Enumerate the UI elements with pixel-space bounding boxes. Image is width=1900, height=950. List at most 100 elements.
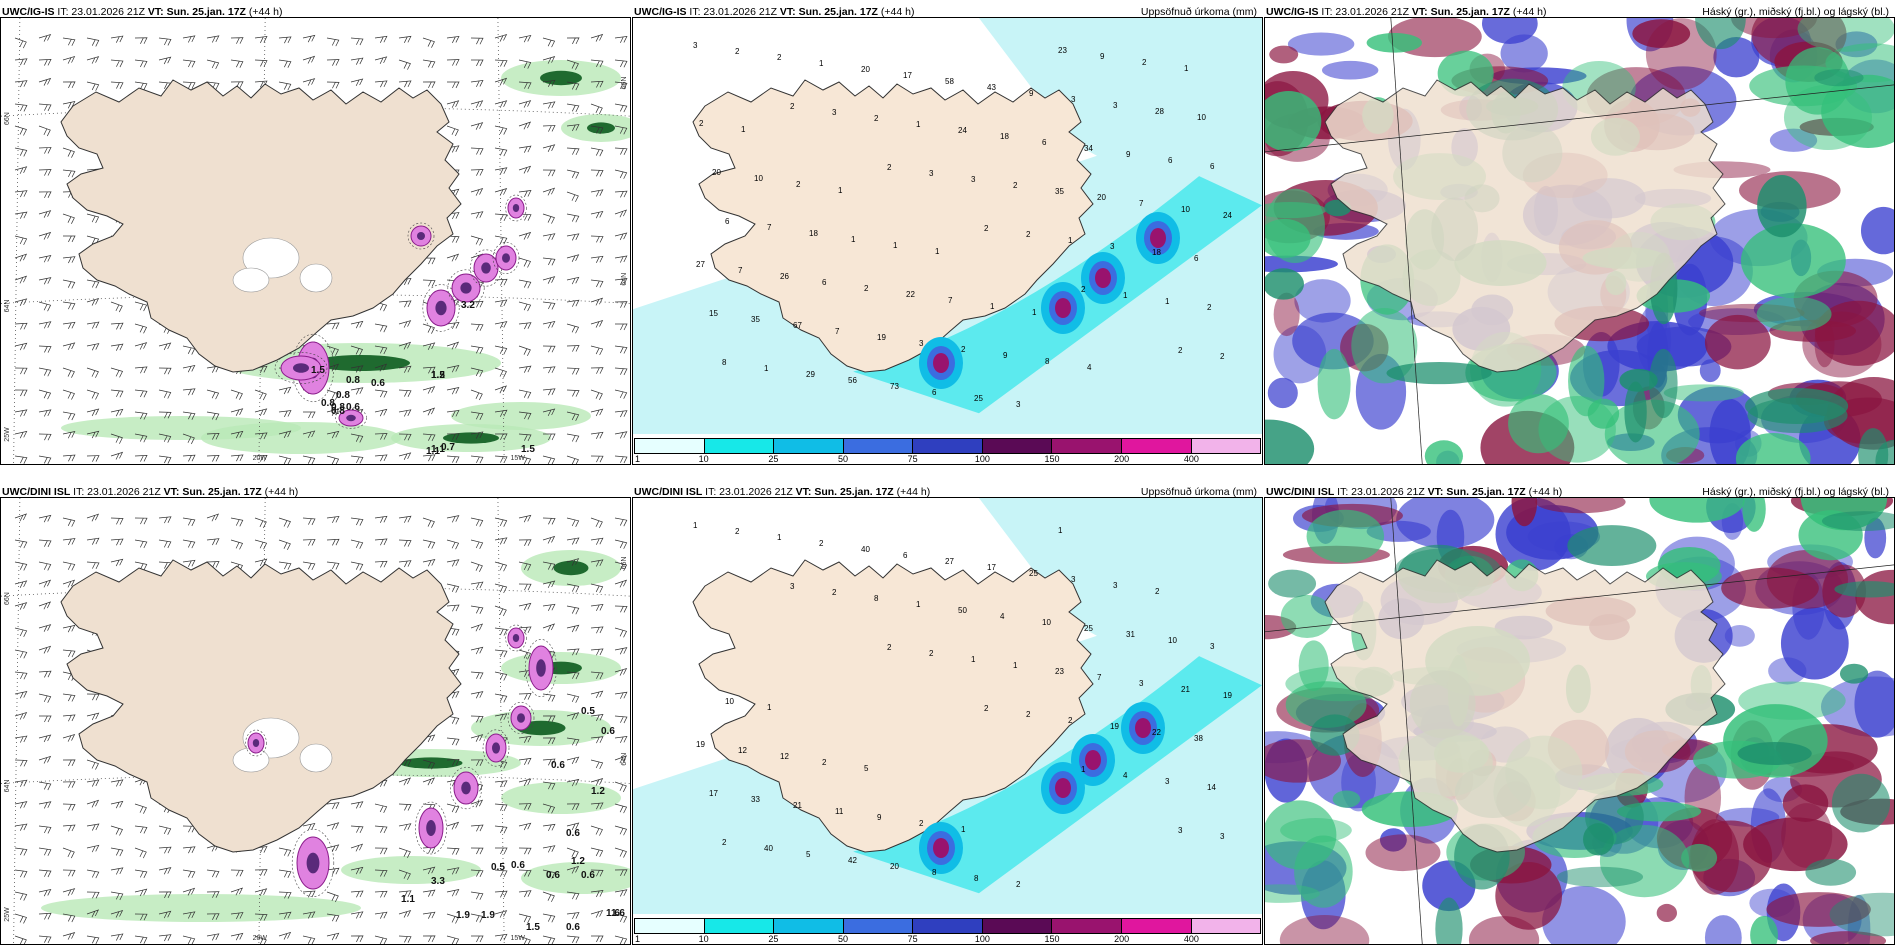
precip-map[interactable]: 3 2 2 2 2 2 2 3 3 2 1 2 2 2 3 1 1 8 1 1 2 3 2 1 20 24 35 18 15 29 17 18… [632, 17, 1263, 465]
wind-barb [86, 537, 100, 545]
wind-value-label: 1.5 [311, 365, 325, 376]
wind-barb [62, 847, 75, 859]
precip-value: 1 [1165, 297, 1170, 306]
wind-barb [62, 714, 76, 722]
precip-value: 25 [1029, 569, 1038, 578]
wind-barb [518, 913, 532, 924]
wind-barb [350, 539, 364, 549]
wind-barb [518, 81, 532, 90]
cloud-cell [1265, 419, 1315, 464]
wind-barb [494, 933, 508, 941]
wind-barb [614, 125, 628, 135]
wind-barb [38, 367, 52, 377]
wind-barb [542, 891, 555, 903]
wind-barb [590, 455, 604, 463]
cloud-cell [1766, 892, 1871, 927]
wind-barb [542, 388, 556, 396]
snow-hatch [422, 284, 460, 332]
wind-barb [110, 35, 124, 43]
wind-barb [254, 408, 268, 417]
wind-barb [134, 301, 148, 312]
wind-barb [86, 455, 100, 462]
precip-value: 1 [851, 235, 856, 244]
wind-barb [254, 869, 268, 876]
wind-value-label: 0.6 [601, 726, 615, 737]
wind-barb [422, 866, 436, 875]
precip-value: 25 [1084, 624, 1093, 633]
precip-value: 19 [877, 333, 886, 342]
wind-barb [398, 909, 412, 918]
wind-barb [86, 81, 100, 91]
wind-barb [134, 935, 148, 944]
wind-barb [518, 649, 532, 660]
wind-barb [38, 670, 52, 678]
wind-barb [566, 124, 580, 132]
precip-value: 7 [1097, 673, 1102, 682]
wind-barb [518, 869, 532, 877]
colorbar-swatch [913, 439, 983, 453]
panel-header: UWC/DINI ISL IT: 23.01.2026 21Z VT: Sun.… [1266, 486, 1889, 498]
wind-barb [326, 389, 339, 400]
wind-barb [566, 583, 580, 593]
wind-barb [134, 455, 148, 462]
precip-value: 28 [1155, 107, 1164, 116]
wind-barb [86, 321, 100, 329]
wind-barb [158, 411, 172, 419]
cloud-cell [1265, 188, 1325, 264]
wind-barb [518, 213, 532, 221]
wind-value-label: 0.6 [551, 760, 565, 771]
wind-barb [470, 759, 484, 767]
cloud-map[interactable] [1264, 497, 1895, 945]
wind-barb [278, 561, 292, 570]
precip-value: 1 [1058, 526, 1063, 535]
wind-barb [470, 691, 484, 699]
wind-barb [350, 801, 364, 809]
wind-barb [422, 407, 436, 416]
wind-barb [614, 455, 628, 464]
wind-value-label: 1.5 [431, 370, 445, 381]
wind-barb [542, 276, 556, 284]
heavy-precip-core [553, 560, 589, 576]
precip-value: 3 [1165, 777, 1170, 786]
wind-barb [14, 602, 28, 610]
wind-barb [206, 432, 220, 440]
precip-value: 33 [751, 795, 760, 804]
wind-barb [398, 365, 412, 373]
wind-map[interactable]: 1.5 0.6 0.8 3.2 1.2 0.6 0.8 1.5 0.8 0.8 0.8 1.5 1.1 1… [0, 17, 631, 465]
wind-barb [86, 779, 100, 787]
colorbar-swatch [1191, 919, 1261, 933]
wind-barb [470, 389, 483, 401]
wind-barb [374, 803, 388, 813]
precip-value: 2 [735, 527, 740, 536]
wind-barb [542, 213, 555, 224]
wind-barb [134, 323, 148, 334]
wind-barb [542, 233, 556, 241]
snowfall-core [502, 253, 510, 263]
wind-barb [398, 823, 412, 831]
wind-barb [110, 891, 124, 901]
wind-barb [278, 539, 291, 550]
cloud-map[interactable] [1264, 17, 1895, 465]
precip-value: 14 [1207, 783, 1216, 792]
wind-barb [302, 34, 316, 43]
wind-barb [134, 888, 148, 897]
snow-hatch [505, 194, 527, 222]
wind-barb [566, 865, 580, 874]
wind-barb [542, 781, 556, 790]
wind-barb [326, 913, 340, 922]
wind-barb [566, 389, 580, 397]
precip-value: 6 [1210, 162, 1215, 171]
wind-barb [494, 627, 508, 636]
wind-barb [302, 911, 316, 919]
colorbar-swatch [1052, 439, 1122, 453]
wind-value-label: 0.6 [371, 378, 385, 389]
wind-barb [110, 538, 124, 546]
wind-barb [494, 167, 508, 175]
precip-value: 35 [751, 315, 760, 324]
cloud-cell [1435, 897, 1463, 944]
precip-map[interactable]: 1 3 2 2 1 3 2 2 2 2 4 3 1 8 1 2 3 2 2 1 1 19 14 40 40 50 23 22 17 5 6 4… [632, 497, 1263, 945]
wind-field-svg: 0.5 0.6 0.6 1.2 0.6 1.2 0.5 0.6 3.3 1.1 0.6 0.6 1.9 1… [1, 498, 630, 944]
wind-map[interactable]: 0.5 0.6 0.6 1.2 0.6 1.2 0.5 0.6 3.3 1.1 0.6 0.6 1.9 1… [0, 497, 631, 945]
wind-barb [374, 433, 388, 440]
wind-barb [230, 430, 244, 439]
